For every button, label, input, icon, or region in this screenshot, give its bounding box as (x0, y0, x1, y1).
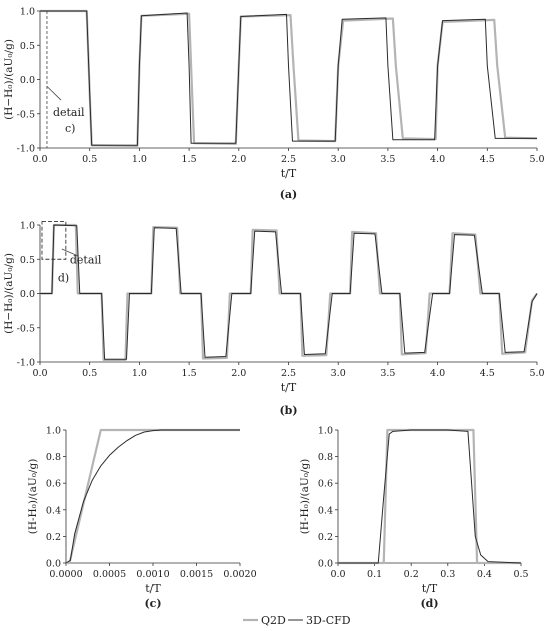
panel-label: (b) (279, 404, 297, 417)
x-tick-label: 3.5 (380, 368, 395, 379)
x-tick-label: 0.5 (82, 368, 97, 379)
x-tick-label: 0.0020 (223, 569, 256, 580)
chart-panel-b: 0.0 0.5 1.0 1.5 2.0 2.5 3.0 3.5 4.0 4.5 5.0 -1.0 -0.… (3, 221, 545, 418)
series-line-q2d (40, 223, 538, 362)
x-tick-label: 5.0 (529, 154, 544, 165)
annotation-text: detail (53, 106, 85, 119)
y-tick-label: 1.0 (46, 426, 61, 437)
x-tick-label: 4.0 (430, 368, 445, 379)
x-tick-label: 0.4 (477, 569, 492, 580)
series-line-3d-cfd (65, 429, 240, 564)
y-tick-label: 0.6 (46, 479, 61, 490)
y-tick-label: 0.4 (46, 505, 61, 516)
x-tick-label: 0.0015 (180, 569, 213, 580)
x-tick-label: 0.0 (32, 368, 47, 379)
annotation-text: d) (58, 271, 69, 284)
x-tick-label: 0.0005 (93, 569, 126, 580)
detail-box (41, 221, 67, 260)
x-tick-label: 3.0 (331, 154, 346, 165)
x-tick-label: 5.0 (529, 368, 544, 379)
x-tick-label: 0.3 (440, 569, 455, 580)
x-tick-label: 3.0 (331, 368, 346, 379)
y-tick-label: 0.8 (318, 452, 333, 463)
y-tick-label: 0.2 (46, 532, 61, 543)
x-tick-label: 4.0 (430, 154, 445, 165)
y-tick-label: 0.8 (46, 452, 61, 463)
y-tick-label: 0.4 (318, 505, 333, 516)
x-tick-label: 2.0 (231, 368, 246, 379)
x-tick-label: 4.5 (480, 154, 495, 165)
annotation-text: c) (65, 122, 75, 135)
y-tick-label: 0.2 (318, 532, 333, 543)
y-tick-label: -0.5 (17, 109, 35, 120)
x-tick-label: 0.0000 (49, 569, 82, 580)
y-tick-label: 1.0 (318, 426, 333, 437)
detail-pointer (46, 86, 62, 101)
x-tick-label: 0.0 (32, 154, 47, 165)
y-tick-label: 0.0 (20, 75, 35, 86)
y-tick-label: -1.0 (17, 358, 35, 369)
legend-label-3d-cfd: 3D-CFD (306, 614, 351, 627)
y-tick-label: 0.0 (20, 289, 35, 300)
series-line-3d-cfd (40, 10, 537, 146)
x-axis-label: t/T (281, 381, 297, 394)
x-tick-label: 1.0 (132, 154, 147, 165)
x-tick-label: 2.5 (281, 368, 296, 379)
detail-pointer (61, 248, 79, 257)
y-tick-label: 1.0 (20, 221, 35, 232)
y-axis-label: (H-H₀)/(aU₀/g) (299, 459, 311, 535)
y-tick-label: 0.0 (318, 559, 333, 570)
y-tick-label: -0.5 (17, 323, 35, 334)
panel-label: (a) (280, 188, 298, 201)
panel-label: (c) (144, 597, 161, 610)
x-tick-label: 0.5 (513, 569, 528, 580)
x-tick-label: 1.5 (182, 154, 197, 165)
series-line-q2d (66, 428, 240, 565)
series-line-3d-cfd (40, 224, 538, 360)
y-tick-label: 0.6 (318, 479, 333, 490)
y-tick-label: -1.0 (17, 144, 35, 155)
chart-panel-c: 0.0000 0.0005 0.0010 0.0015 0.0020 0.0 0.2 0.4 0… (27, 426, 257, 611)
series-line-3d-cfd (338, 429, 522, 564)
y-axis-label: (H-H₀)/(aU₀/g) (27, 459, 39, 535)
y-tick-label: 0.5 (20, 41, 35, 52)
chart-panel-d: 0.0 0.1 0.2 0.3 0.4 0.5 0.0 0.2 0.4 0.6 0.8 1.0 t/T (… (299, 426, 529, 611)
x-axis-label: t/T (281, 167, 297, 180)
x-tick-label: 1.0 (132, 368, 147, 379)
x-tick-label: 1.5 (182, 368, 197, 379)
chart-panel-a: 0.0 0.5 1.0 1.5 2.0 2.5 3.0 3.5 4.0 4.5 5.0 -1.0 -0.… (3, 7, 545, 202)
x-tick-label: 0.5 (82, 154, 97, 165)
x-tick-label: 4.5 (480, 368, 495, 379)
x-tick-label: 3.5 (380, 154, 395, 165)
legend-label-q2d: Q2D (261, 614, 286, 627)
legend: Q2D 3D-CFD (243, 614, 351, 627)
x-tick-label: 0.2 (404, 569, 419, 580)
x-axis-label: t/T (422, 582, 438, 595)
x-tick-label: 0.0 (330, 569, 345, 580)
series-line-q2d (338, 428, 521, 565)
x-tick-label: 2.0 (231, 154, 246, 165)
y-axis-label: (H−H₀)/(aU₀/g) (3, 253, 15, 334)
y-tick-label: 0.5 (20, 255, 35, 266)
x-tick-label: 0.0010 (136, 569, 169, 580)
series-line-q2d (40, 9, 538, 148)
panel-label: (d) (420, 597, 438, 610)
y-tick-label: 1.0 (20, 7, 35, 18)
x-tick-label: 2.5 (281, 154, 296, 165)
y-axis-label: (H−H₀)/(aU₀/g) (3, 39, 15, 120)
x-axis-label: t/T (145, 582, 161, 595)
x-tick-label: 0.1 (367, 569, 382, 580)
y-tick-label: 0.0 (46, 559, 61, 570)
annotation-text: detail (70, 253, 102, 266)
